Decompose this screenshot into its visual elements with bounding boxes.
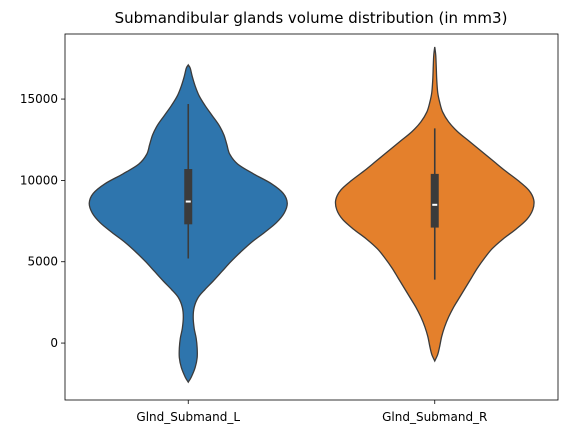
y-tick-label: 10000: [20, 173, 58, 187]
median-marker-Glnd_Submand_R: [432, 203, 438, 206]
axes: 0 5000 10000 15000 Glnd_Submand_L Glnd_Subman…: [20, 33, 559, 424]
chart-title: Submandibular glands volume distribution…: [115, 9, 508, 27]
median-marker-Glnd_Submand_L: [185, 200, 191, 203]
x-tick-label: Glnd_Submand_L: [136, 410, 240, 424]
plot-area: [88, 46, 535, 384]
iqr-box-Glnd_Submand_R: [430, 173, 439, 228]
iqr-box-Glnd_Submand_L: [184, 169, 193, 225]
plot-frame: [64, 33, 559, 401]
x-tick-label: Glnd_Submand_R: [382, 410, 487, 424]
y-tick-label: 0: [50, 336, 58, 350]
y-tick-label: 5000: [27, 255, 58, 269]
y-tick-label: 15000: [20, 92, 58, 106]
